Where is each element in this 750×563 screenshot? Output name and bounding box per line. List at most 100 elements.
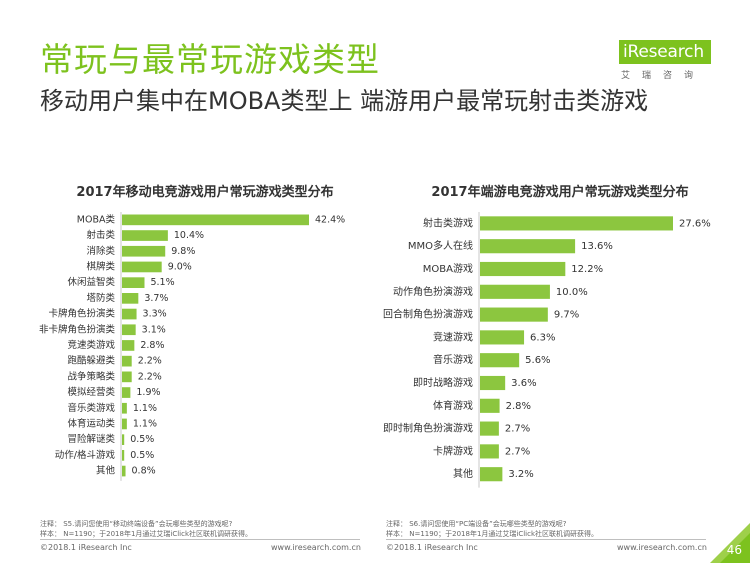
pc-chart-category-label: 卡牌游戏	[433, 444, 473, 457]
right-footer-divider	[386, 539, 706, 540]
mobile-chart-value-label: 1.1%	[133, 403, 157, 414]
pc-chart-value-label: 3.6%	[511, 378, 536, 389]
right-chart-title: 2017年端游电竞游戏用户常玩游戏类型分布	[431, 185, 689, 200]
pc-chart-bar	[480, 330, 525, 345]
left-note-question: 注释： S5.请问您使用“移动终端设备”会玩哪些类型的游戏呢?	[40, 520, 233, 528]
mobile-chart-bar	[122, 418, 127, 430]
mobile-chart-bar	[122, 355, 132, 367]
mobile-chart-value-label: 5.1%	[150, 277, 174, 288]
mobile-chart-bar	[122, 230, 168, 241]
pc-chart-category-label: 音乐游戏	[433, 353, 473, 366]
mobile-chart-bar	[122, 293, 139, 304]
mobile-chart-value-label: 9.8%	[171, 246, 195, 257]
mobile-chart-bar	[122, 214, 309, 226]
pc-chart-value-label: 12.2%	[571, 264, 603, 275]
pc-chart-value-label: 9.7%	[554, 310, 579, 321]
right-note: 注释： S6.请问您使用“PC端设备”会玩哪些类型的游戏呢? 样本： N=119…	[386, 519, 598, 539]
pc-chart-bar	[480, 261, 566, 277]
mobile-chart-category-label: 其他	[96, 465, 116, 477]
page-title: 常玩与最常玩游戏类型	[40, 40, 380, 79]
mobile-chart-value-label: 2.2%	[138, 371, 162, 382]
mobile-chart-category-label: 动作/格斗游戏	[55, 449, 116, 461]
pc-chart-bar	[480, 307, 548, 322]
page-number: 46	[726, 543, 742, 557]
mobile-chart-bar	[122, 245, 166, 257]
mobile-chart-category-label: 体育运动类	[67, 417, 115, 429]
pc-chart-value-label: 27.6%	[679, 218, 711, 229]
mobile-chart-category-label: 音乐类游戏	[67, 402, 115, 414]
mobile-chart-value-label: 3.7%	[144, 293, 168, 304]
left-note: 注释： S5.请问您使用“移动终端设备”会玩哪些类型的游戏呢? 样本： N=11…	[40, 519, 252, 539]
pc-chart-category-label: MMO多人在线	[408, 239, 473, 252]
pc-chart-category-label: 回合制角色扮演游戏	[383, 308, 473, 321]
mobile-chart-bar	[122, 371, 132, 383]
mobile-chart-category-label: MOBA类	[77, 213, 116, 225]
mobile-chart-category-label: 竞速类游戏	[67, 339, 115, 351]
pc-chart-value-label: 2.7%	[505, 446, 530, 457]
mobile-chart-value-label: 3.1%	[142, 324, 166, 335]
mobile-chart-category-label: 非卡牌角色扮演类	[39, 323, 116, 335]
mobile-chart-bar	[122, 465, 126, 477]
left-copyright: ©2018.1 iResearch Inc	[40, 543, 132, 552]
pc-chart-bar	[480, 398, 500, 413]
iresearch-logo: iResearch 艾瑞咨询	[619, 40, 715, 82]
right-note-question: 注释： S6.请问您使用“PC端设备”会玩哪些类型的游戏呢?	[386, 520, 567, 528]
right-url: www.iresearch.com.cn	[617, 543, 707, 552]
mobile-chart-bar	[122, 450, 125, 461]
pc-chart-value-label: 6.3%	[530, 332, 555, 343]
pc-chart-category-label: 其他	[453, 467, 473, 480]
mobile-chart-bar	[122, 434, 125, 445]
mobile-chart-value-label: 1.9%	[136, 387, 160, 398]
pc-chart-bar	[480, 444, 499, 459]
pc-game-type-chart: 射击类游戏 27.6% MMO多人在线 13.6% MOBA游戏 12.2% 动作角色扮演游…	[383, 212, 711, 488]
mobile-chart-value-label: 0.5%	[130, 434, 154, 445]
right-copyright: ©2018.1 iResearch Inc	[386, 543, 478, 552]
mobile-chart-category-label: 冒险解谜类	[67, 433, 115, 445]
pc-chart-bar	[480, 421, 499, 436]
mobile-chart-value-label: 9.0%	[168, 261, 192, 272]
mobile-chart-bar	[122, 261, 162, 273]
mobile-chart-category-label: 射击类	[86, 229, 115, 241]
mobile-chart-category-label: 模拟经营类	[67, 386, 115, 398]
mobile-chart-category-label: 跑酷躲避类	[67, 355, 115, 367]
logo-word: iResearch	[619, 40, 711, 64]
mobile-chart-bar	[122, 402, 127, 414]
pc-chart-bar	[480, 216, 673, 231]
mobile-chart-category-label: 卡牌角色扮演类	[48, 308, 115, 320]
pc-chart-value-label: 3.2%	[508, 469, 533, 480]
left-chart-title: 2017年移动电竞游戏用户常玩游戏类型分布	[76, 185, 334, 200]
pc-chart-category-label: 即时战略游戏	[413, 376, 473, 389]
mobile-chart-value-label: 0.5%	[130, 450, 154, 461]
pc-chart-bar	[480, 284, 550, 299]
pc-chart-value-label: 13.6%	[581, 241, 613, 252]
page-corner-decoration	[710, 523, 750, 563]
pc-chart-category-label: 射击类游戏	[423, 216, 473, 229]
mobile-chart-category-label: 棋牌类	[86, 260, 115, 272]
mobile-chart-category-label: 塔防类	[86, 292, 115, 304]
left-footer-divider	[40, 539, 360, 540]
mobile-chart-bar	[122, 277, 145, 288]
pc-chart-value-label: 2.7%	[505, 424, 530, 435]
pc-chart-category-label: MOBA游戏	[423, 262, 473, 275]
pc-chart-value-label: 10.0%	[556, 287, 588, 298]
pc-chart-category-label: 体育游戏	[433, 399, 473, 412]
page-subtitle: 移动用户集中在MOBA类型上 端游用户最常玩射击类游戏	[40, 87, 649, 115]
pc-chart-bar	[480, 353, 520, 368]
pc-chart-category-label: 竞速游戏	[433, 330, 473, 343]
mobile-chart-bar	[122, 387, 131, 398]
mobile-chart-category-label: 消除类	[86, 245, 115, 257]
pc-chart-value-label: 5.6%	[525, 355, 550, 366]
mobile-chart-value-label: 2.8%	[140, 340, 164, 351]
mobile-chart-bar	[122, 340, 135, 351]
mobile-chart-value-label: 42.4%	[315, 214, 345, 225]
mobile-game-type-chart: MOBA类 42.4% 射击类 10.4% 消除类 9.8% 棋牌类 9.0% 休闲益智类 5.1…	[39, 212, 345, 481]
mobile-chart-category-label: 休闲益智类	[67, 276, 115, 288]
mobile-chart-value-label: 10.4%	[174, 230, 204, 241]
logo-chinese-name: 艾瑞咨询	[621, 71, 706, 81]
mobile-chart-bar	[122, 308, 137, 320]
mobile-chart-value-label: 3.3%	[143, 309, 167, 320]
mobile-chart-value-label: 2.2%	[138, 356, 162, 367]
pc-chart-category-label: 动作角色扮演游戏	[393, 285, 473, 298]
pc-chart-value-label: 2.8%	[506, 401, 531, 412]
pc-chart-bar	[480, 467, 503, 482]
